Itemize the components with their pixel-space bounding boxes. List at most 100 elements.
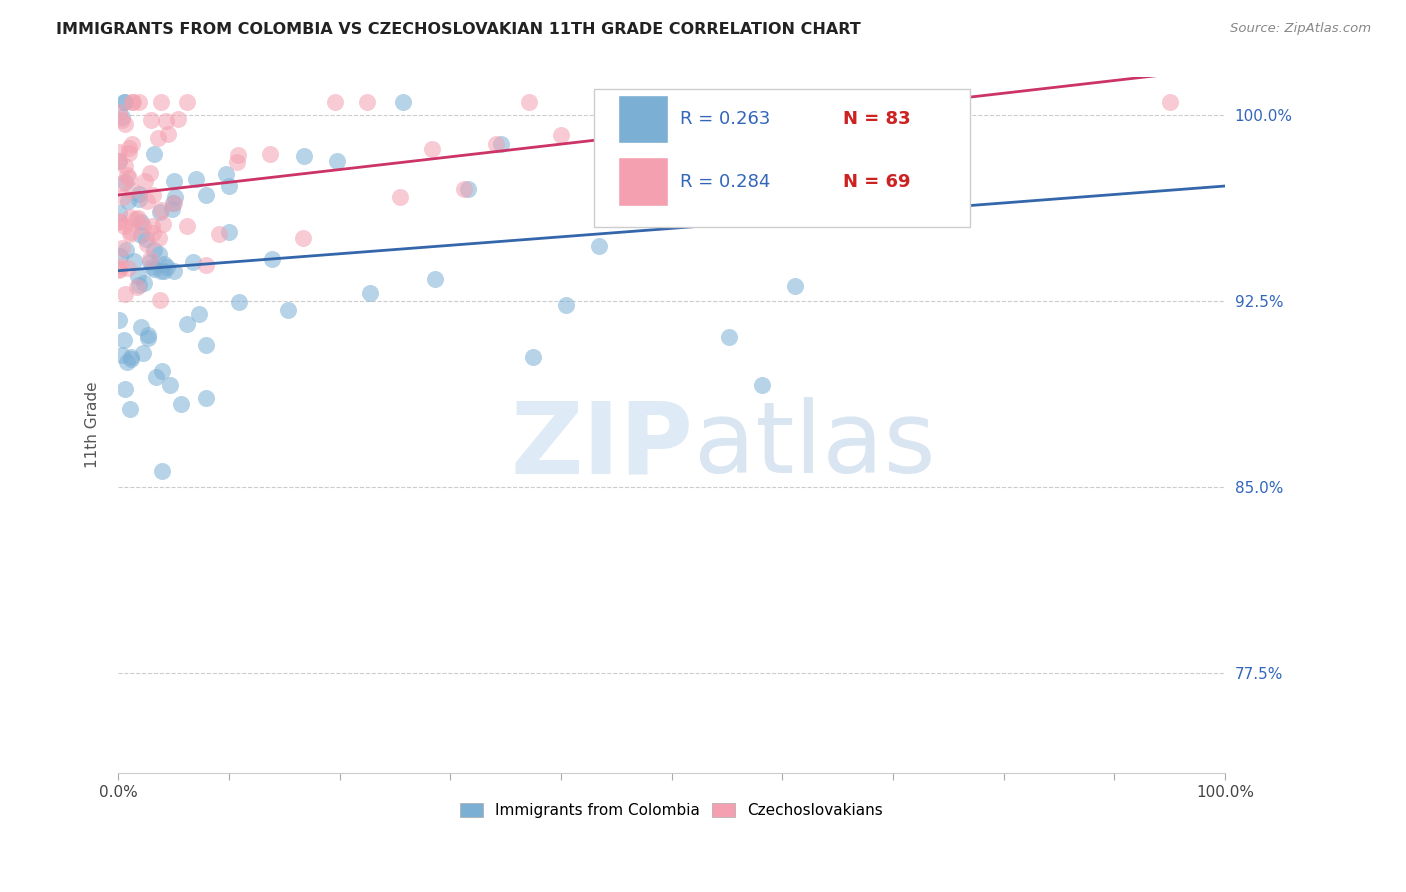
Point (195, 338, 218, 352)
Point (135, 232, 157, 246)
Point (114, 95, 136, 110)
Point (120, 402, 142, 417)
Point (108, 263, 131, 277)
Point (115, 354, 138, 368)
Point (112, 334, 135, 348)
Point (108, 153, 131, 168)
Point (115, 243, 138, 257)
Point (226, 148, 249, 162)
Point (517, 95, 540, 110)
Point (218, 179, 240, 194)
Point (160, 202, 183, 216)
Text: N = 69: N = 69 (844, 173, 911, 191)
Point (117, 194, 139, 208)
Point (588, 239, 610, 253)
Point (134, 174, 156, 188)
Point (652, 212, 675, 227)
Point (259, 146, 281, 161)
Point (112, 219, 135, 233)
Text: atlas: atlas (693, 398, 935, 494)
Point (142, 262, 165, 277)
Point (291, 231, 314, 245)
Point (162, 174, 184, 188)
Point (162, 195, 184, 210)
Point (550, 128, 572, 143)
Point (111, 112, 134, 127)
Point (751, 378, 773, 392)
FancyBboxPatch shape (595, 89, 970, 227)
Point (882, 188, 904, 202)
Point (117, 141, 139, 155)
Point (555, 298, 578, 312)
Point (108, 145, 131, 159)
Point (141, 113, 163, 128)
Point (136, 236, 159, 251)
Point (132, 346, 155, 360)
Point (849, 108, 872, 122)
Point (159, 378, 181, 392)
Point (453, 182, 475, 196)
Point (120, 225, 142, 239)
Point (184, 171, 207, 186)
Point (129, 320, 152, 334)
Point (114, 175, 136, 189)
Point (145, 370, 167, 384)
Point (125, 280, 148, 294)
Point (138, 328, 160, 343)
Point (139, 252, 162, 267)
Point (163, 195, 186, 210)
Point (121, 137, 143, 152)
Point (163, 190, 186, 204)
Point (294, 149, 316, 163)
Point (142, 227, 165, 241)
Point (218, 226, 240, 240)
Point (108, 105, 131, 120)
Point (120, 227, 142, 241)
Point (120, 351, 142, 365)
Point (122, 253, 145, 268)
Point (153, 264, 176, 278)
Point (111, 176, 134, 190)
Point (176, 318, 198, 332)
Point (166, 112, 188, 126)
Point (489, 136, 512, 151)
Point (718, 330, 741, 344)
Point (146, 131, 169, 145)
Point (1159, 95, 1181, 110)
Point (187, 307, 209, 321)
Point (148, 231, 170, 245)
Point (156, 127, 179, 141)
Point (121, 95, 143, 110)
Point (128, 277, 150, 292)
Point (194, 258, 217, 272)
Point (138, 254, 160, 268)
Point (326, 154, 349, 169)
Point (141, 219, 163, 234)
Point (153, 257, 176, 271)
Point (228, 294, 250, 309)
Point (118, 210, 141, 224)
Point (114, 382, 136, 396)
Point (114, 95, 136, 110)
Point (522, 350, 544, 364)
Point (108, 259, 131, 273)
Point (149, 205, 172, 219)
Point (149, 293, 172, 308)
Point (108, 214, 131, 228)
Point (128, 95, 150, 110)
Point (425, 272, 447, 286)
Point (359, 286, 381, 301)
Point (115, 168, 138, 182)
Point (132, 219, 155, 234)
Point (323, 95, 346, 110)
Point (195, 391, 218, 405)
Point (125, 211, 148, 226)
Point (142, 147, 165, 161)
Point (485, 136, 508, 151)
Point (620, 181, 643, 195)
Point (457, 182, 479, 196)
Point (420, 142, 443, 156)
Text: N = 83: N = 83 (844, 110, 911, 128)
Point (139, 166, 162, 180)
Point (111, 110, 134, 124)
